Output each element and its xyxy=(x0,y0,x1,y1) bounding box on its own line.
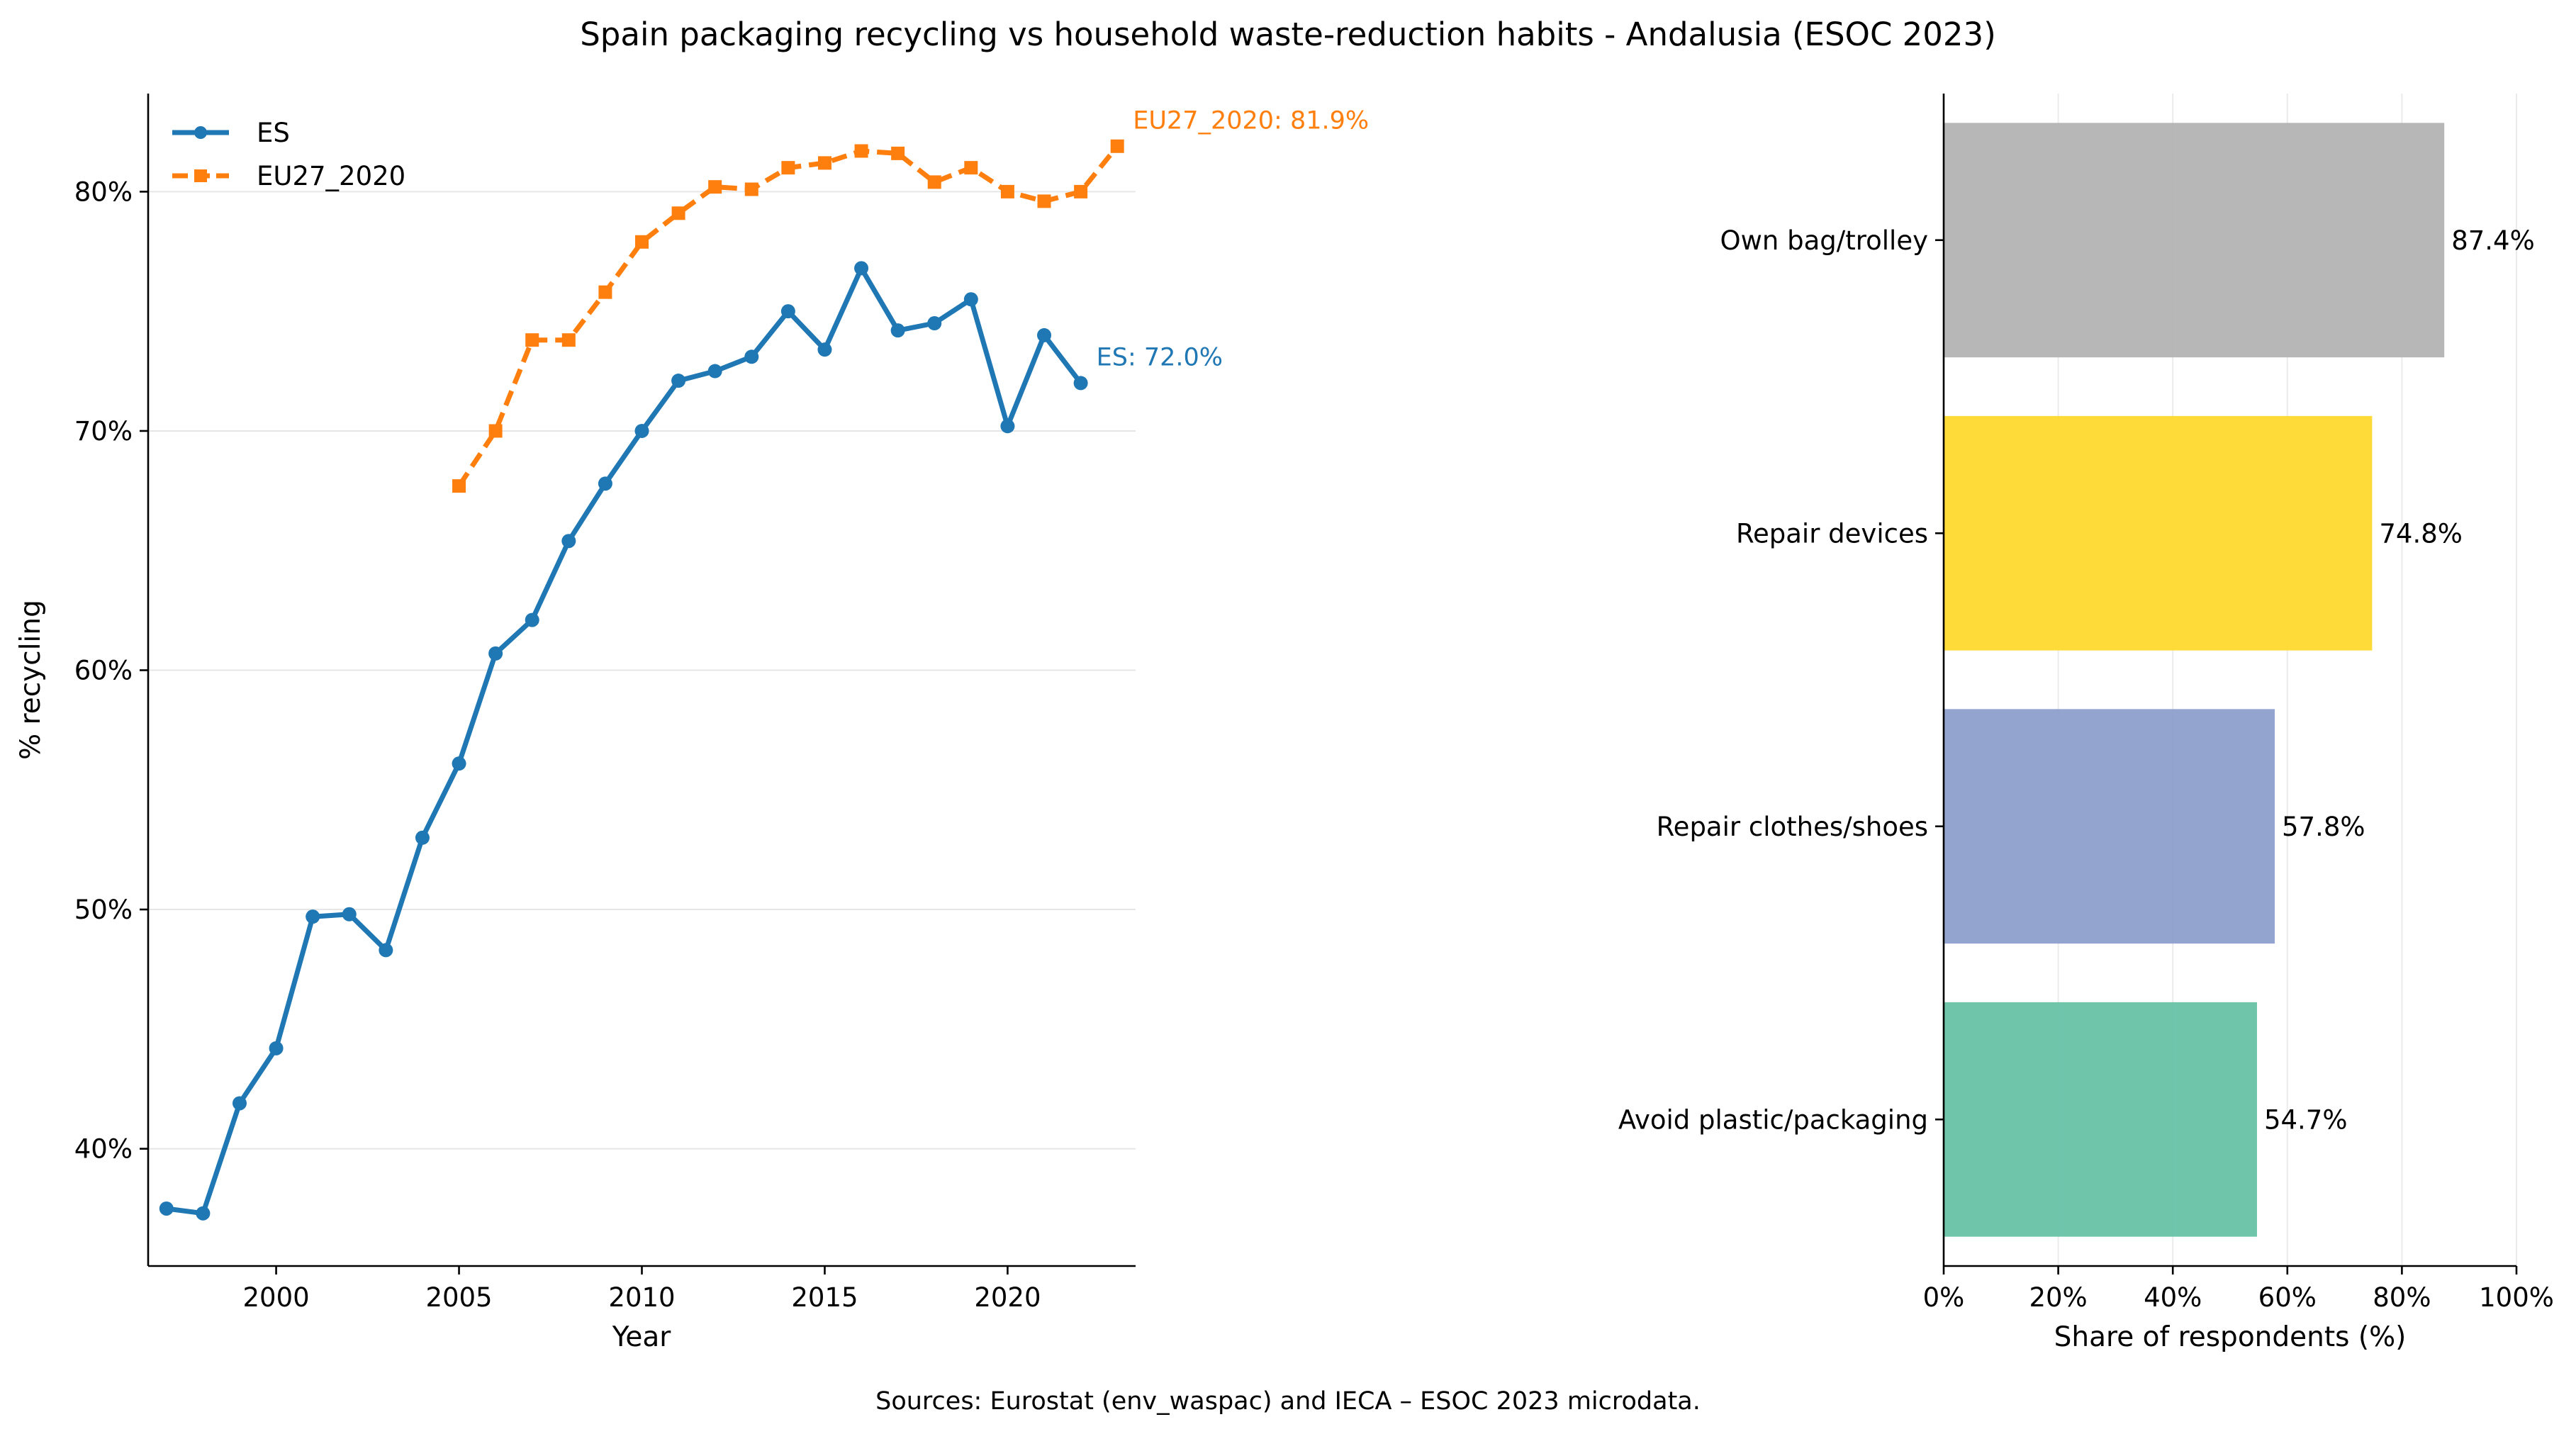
y-tick-label: 50% xyxy=(74,895,133,925)
data-point xyxy=(671,206,685,220)
data-point xyxy=(525,333,539,347)
line-chart: 40% 50% 60% 70% 80% 2000 2005 2010 2015 2020 Yea… xyxy=(15,94,1369,1353)
data-point xyxy=(635,235,649,249)
data-point xyxy=(1074,184,1088,198)
data-point xyxy=(891,146,905,160)
y-tick-label: 60% xyxy=(74,655,133,685)
category-label: Repair devices xyxy=(1736,518,1928,549)
figure-title: Spain packaging recycling vs household w… xyxy=(580,16,1996,53)
line-chart-legend: ES EU27_2020 xyxy=(172,118,405,191)
line-chart-x-axis-title: Year xyxy=(612,1321,672,1353)
figure-footnote: Sources: Eurostat (env_waspac) and IECA … xyxy=(875,1387,1701,1416)
category-label: Avoid plastic/packaging xyxy=(1618,1104,1928,1135)
value-label: 87.4% xyxy=(2451,225,2535,256)
x-tick-label: 2010 xyxy=(608,1282,675,1313)
data-point xyxy=(671,374,686,388)
x-tick-label: 2005 xyxy=(425,1282,492,1313)
data-point xyxy=(598,476,612,491)
y-tick-label: 70% xyxy=(74,416,133,447)
data-point xyxy=(1000,184,1014,198)
data-point xyxy=(634,423,649,438)
data-point xyxy=(159,1201,174,1216)
data-point xyxy=(488,646,503,661)
x-tick-label: 2015 xyxy=(791,1282,858,1313)
bar-chart-bars xyxy=(1944,123,2445,1237)
bar xyxy=(1944,123,2445,358)
data-point xyxy=(452,479,466,493)
series-end-label: ES: 72.0% xyxy=(1097,343,1223,371)
data-point xyxy=(269,1041,284,1055)
bar xyxy=(1944,415,2373,651)
data-point xyxy=(744,349,759,364)
data-point xyxy=(927,316,942,331)
bar-chart-x-ticks: 0% 20% 40% 60% 80% 100% xyxy=(1923,1266,2554,1313)
bar-chart-value-labels: 87.4% 74.8% 57.8% 54.7% xyxy=(2264,225,2535,1136)
x-tick-label: 20% xyxy=(2029,1282,2087,1313)
data-point xyxy=(196,1206,211,1221)
x-tick-label: 40% xyxy=(2144,1282,2202,1313)
data-point xyxy=(1037,327,1052,342)
data-point xyxy=(232,1096,247,1111)
legend-es-label: ES xyxy=(257,118,290,148)
data-point xyxy=(452,756,466,771)
data-point xyxy=(781,161,795,175)
value-label: 74.8% xyxy=(2379,518,2463,549)
data-point xyxy=(415,830,430,845)
data-point xyxy=(890,323,905,338)
data-point xyxy=(1073,376,1088,391)
x-tick-label: 100% xyxy=(2479,1282,2554,1313)
data-point xyxy=(1110,139,1124,153)
category-label: Repair clothes/shoes xyxy=(1657,812,1928,842)
data-point xyxy=(1000,419,1015,434)
data-point xyxy=(306,909,320,924)
line-chart-y-axis-title: % recycling xyxy=(15,600,47,760)
bar-chart-x-axis-title: Share of respondents (%) xyxy=(2054,1321,2407,1353)
line-chart-x-ticks: 2000 2005 2010 2015 2020 xyxy=(242,1266,1041,1313)
data-point xyxy=(379,943,393,958)
bar-chart: 0% 20% 40% 60% 80% 100% Own bag/trolley Repair… xyxy=(1618,94,2554,1353)
series-line-es xyxy=(164,265,1084,1216)
data-point xyxy=(561,333,576,347)
x-tick-label: 2020 xyxy=(974,1282,1041,1313)
line-chart-gridlines xyxy=(148,191,1136,1150)
data-point xyxy=(488,424,503,438)
category-label: Own bag/trolley xyxy=(1720,225,1928,256)
line-chart-y-ticks: 40% 50% 60% 70% 80% xyxy=(74,177,148,1165)
data-point xyxy=(1037,194,1051,208)
data-point xyxy=(525,612,539,627)
series-end-label: EU27_2020: 81.9% xyxy=(1133,106,1369,135)
line-chart-series xyxy=(159,139,1124,1221)
bar xyxy=(1944,709,2275,944)
value-label: 57.8% xyxy=(2282,812,2365,842)
y-tick-label: 40% xyxy=(74,1134,133,1165)
legend-eu-marker xyxy=(194,169,207,182)
bar-chart-category-labels: Own bag/trolley Repair devices Repair clot… xyxy=(1618,225,1944,1135)
data-point xyxy=(854,261,869,276)
legend-es-marker xyxy=(194,126,207,139)
x-tick-label: 80% xyxy=(2373,1282,2431,1313)
y-tick-label: 80% xyxy=(74,177,133,207)
data-point xyxy=(744,182,758,196)
x-tick-label: 60% xyxy=(2258,1282,2317,1313)
x-tick-label: 2000 xyxy=(242,1282,309,1313)
data-point xyxy=(817,342,832,357)
x-tick-label: 0% xyxy=(1923,1282,1965,1313)
legend-eu-label: EU27_2020 xyxy=(257,161,405,191)
data-point xyxy=(854,144,868,158)
data-point xyxy=(817,156,831,170)
data-point xyxy=(707,364,722,379)
line-chart-end-labels: ES: 72.0% EU27_2020: 81.9% xyxy=(1097,106,1370,371)
data-point xyxy=(927,175,941,189)
data-point xyxy=(964,161,978,175)
data-point xyxy=(708,180,722,194)
data-point xyxy=(963,292,978,307)
data-point xyxy=(342,907,357,922)
data-point xyxy=(780,304,795,319)
bar xyxy=(1944,1002,2257,1237)
value-label: 54.7% xyxy=(2264,1104,2348,1135)
data-point xyxy=(561,534,576,549)
data-point xyxy=(598,285,612,299)
